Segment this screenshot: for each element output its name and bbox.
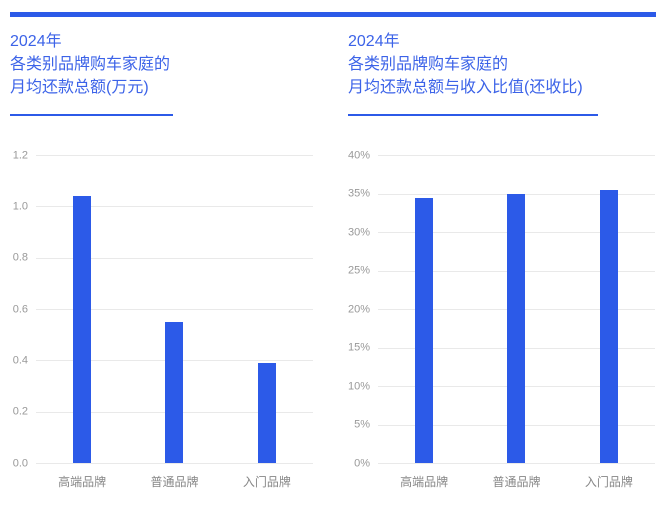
y-axis-tick-label: 15% bbox=[347, 341, 370, 354]
bar-band bbox=[128, 155, 220, 463]
x-axis-category-labels: 高端品牌 普通品牌 入门品牌 bbox=[36, 473, 313, 490]
gridline bbox=[36, 155, 313, 156]
chart-panel-monthly-repayment: 2024年 各类别品牌购车家庭的 月均还款总额(万元) 0.0 0.2 0.4 0.6… bbox=[10, 30, 313, 500]
x-axis-category-labels: 高端品牌 普通品牌 入门品牌 bbox=[378, 473, 655, 490]
title-underline bbox=[10, 114, 173, 116]
x-axis-category-label: 高端品牌 bbox=[58, 475, 107, 489]
y-axis-tick-label: 0.6 bbox=[12, 303, 28, 315]
bar-高端品牌 bbox=[415, 198, 434, 463]
y-axis-tick-label: 0.8 bbox=[12, 251, 28, 264]
bar-band bbox=[378, 155, 470, 463]
chart-title: 2024年 各类别品牌购车家庭的 月均还款总额与收入比值(还收比) bbox=[348, 30, 656, 99]
y-axis-tick-label: 35% bbox=[347, 187, 370, 200]
y-axis-tick-label: 1.0 bbox=[12, 200, 28, 213]
bar-band bbox=[221, 155, 313, 463]
title-underline bbox=[348, 114, 598, 116]
y-axis-tick-label: 40% bbox=[347, 149, 370, 161]
bar-高端品牌 bbox=[73, 196, 92, 463]
gridline bbox=[36, 206, 313, 208]
y-axis-tick-label: 5% bbox=[354, 418, 370, 431]
top-accent-bar bbox=[10, 12, 656, 17]
y-axis-tick-label: 30% bbox=[347, 226, 370, 238]
bars-layer bbox=[378, 155, 655, 463]
chart-title-line: 各类别品牌购车家庭的 bbox=[10, 56, 171, 73]
chart-title: 2024年 各类别品牌购车家庭的 月均还款总额(万元) bbox=[10, 30, 313, 99]
y-axis-tick-label: 20% bbox=[347, 303, 370, 315]
x-axis-category-label: 高端品牌 bbox=[400, 475, 449, 489]
bars-layer bbox=[36, 155, 313, 463]
bar-chart-plot-area: 0% 5% 10% 15% 20% 25% 30% 35% 40% bbox=[348, 150, 655, 469]
y-axis-tick-label: 25% bbox=[347, 264, 370, 277]
y-axis-tick-label: 0.0 bbox=[12, 457, 28, 469]
y-axis-tick-label: 0.4 bbox=[12, 354, 28, 367]
x-axis-category-label: 普通品牌 bbox=[492, 475, 541, 489]
bar-chart-plot-area: 0.0 0.2 0.4 0.6 0.8 1.0 1.2 bbox=[13, 150, 313, 469]
chart-title-line: 2024年 bbox=[348, 33, 400, 50]
gridline bbox=[378, 463, 655, 464]
chart-title-line: 月均还款总额与收入比值(还收比) bbox=[348, 79, 583, 96]
chart-title-line: 月均还款总额(万元) bbox=[10, 79, 149, 96]
bar-普通品牌 bbox=[165, 321, 184, 463]
bar-入门品牌 bbox=[257, 362, 276, 463]
bar-band bbox=[36, 155, 128, 463]
bar-普通品牌 bbox=[507, 194, 526, 463]
x-axis-category-label: 入门品牌 bbox=[584, 475, 633, 489]
y-axis-tick-label: 1.2 bbox=[12, 149, 28, 161]
bar-band bbox=[470, 155, 562, 463]
y-axis-tick-label: 10% bbox=[347, 380, 370, 392]
gridline bbox=[36, 309, 313, 310]
bar-入门品牌 bbox=[599, 189, 618, 463]
x-axis-category-label: 普通品牌 bbox=[150, 475, 199, 489]
bar-band bbox=[563, 155, 655, 463]
chart-panel-repayment-income-ratio: 2024年 各类别品牌购车家庭的 月均还款总额与收入比值(还收比) 0% 5% 10… bbox=[348, 30, 656, 500]
gridline bbox=[378, 155, 655, 156]
chart-title-line: 各类别品牌购车家庭的 bbox=[348, 56, 509, 73]
x-axis-category-label: 入门品牌 bbox=[242, 475, 291, 489]
gridline bbox=[36, 463, 313, 464]
y-axis-tick-label: 0.2 bbox=[12, 405, 28, 418]
chart-title-line: 2024年 bbox=[10, 33, 62, 50]
y-axis-tick-label: 0% bbox=[354, 457, 370, 469]
gridline bbox=[378, 193, 655, 195]
gridline bbox=[36, 257, 313, 259]
